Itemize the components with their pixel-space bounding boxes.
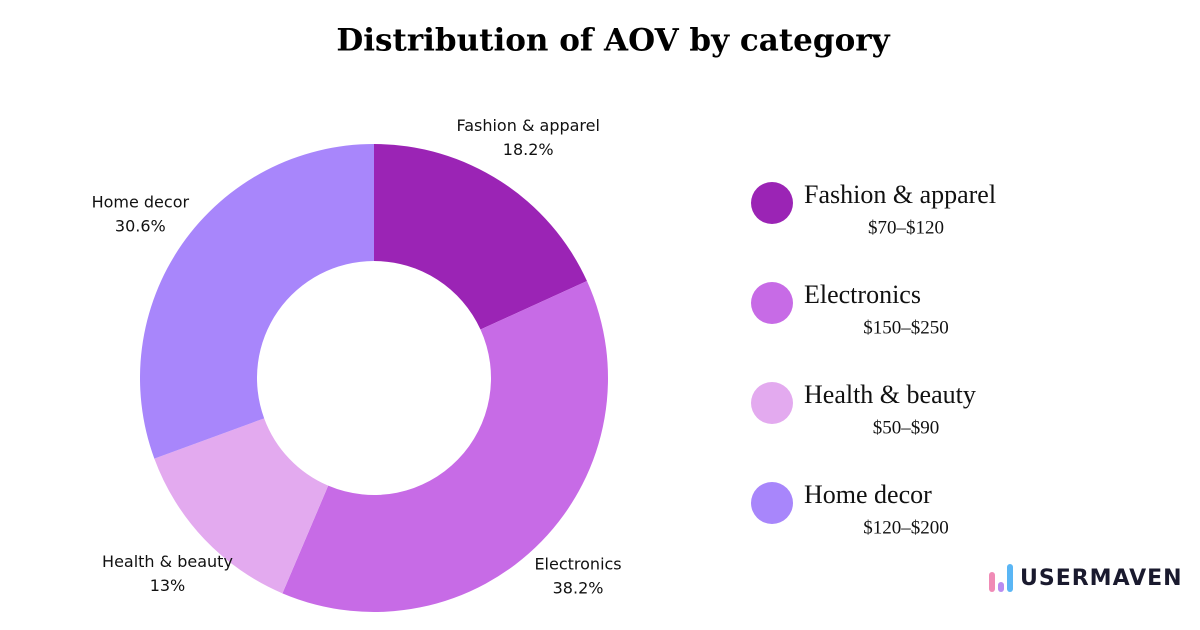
- chart-title: Distribution of AOV by category: [336, 23, 890, 59]
- slice-value-label: 18.2%: [503, 140, 554, 159]
- legend-range: $70–$120: [868, 217, 944, 238]
- legend-swatch: [751, 182, 793, 224]
- legend-swatch: [751, 482, 793, 524]
- slice-label: Health & beauty: [102, 552, 233, 571]
- donut-slice: [139, 144, 374, 459]
- slice-value-label: 38.2%: [553, 578, 604, 597]
- logo-text: USERMAVEN: [1020, 566, 1183, 591]
- donut-slice: [154, 418, 329, 594]
- slice-label: Home decor: [92, 192, 190, 211]
- legend-label: Health & beauty: [804, 380, 976, 409]
- legend-range: $120–$200: [863, 517, 949, 538]
- legend-label: Electronics: [804, 280, 921, 309]
- logo-icon: [989, 564, 1013, 592]
- donut-slice: [282, 281, 608, 612]
- slice-value-label: 13%: [150, 576, 186, 595]
- slice-value-label: 30.6%: [115, 216, 166, 235]
- slice-label: Electronics: [534, 554, 621, 573]
- legend-swatch: [751, 382, 793, 424]
- slice-label: Fashion & apparel: [456, 116, 599, 135]
- legend-range: $150–$250: [863, 317, 949, 338]
- donut-slice: [374, 144, 587, 330]
- legend-label: Fashion & apparel: [804, 180, 996, 209]
- legend-range: $50–$90: [873, 417, 940, 438]
- legend-label: Home decor: [804, 480, 932, 509]
- legend-swatch: [751, 282, 793, 324]
